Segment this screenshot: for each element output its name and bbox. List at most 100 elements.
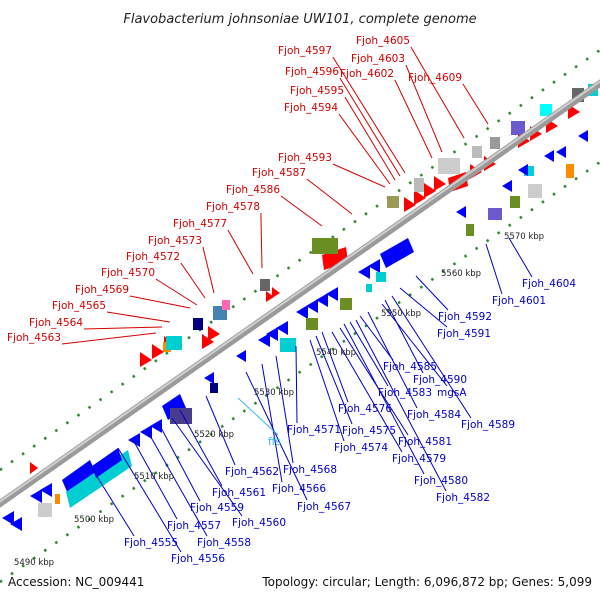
gene-box[interactable] <box>490 137 500 149</box>
gene-arrow[interactable] <box>208 326 220 341</box>
forward-gene-label[interactable]: Fjoh_4596 <box>285 66 339 78</box>
gene-arrow[interactable] <box>202 334 214 349</box>
reverse-gene-label[interactable]: mgsA <box>437 387 467 399</box>
gene-box[interactable] <box>528 184 542 198</box>
reverse-gene-label[interactable]: Fjoh_4575 <box>342 425 396 437</box>
gene-arrow[interactable] <box>296 305 308 319</box>
gene-box[interactable] <box>510 196 520 208</box>
forward-gene-label[interactable]: Fjoh_4609 <box>408 72 462 84</box>
gene-box[interactable] <box>340 298 352 310</box>
gene-arrow[interactable] <box>162 394 186 420</box>
gene-box[interactable] <box>511 121 525 135</box>
gene-arrow[interactable] <box>276 321 288 335</box>
reverse-gene-label[interactable]: Fjoh_4579 <box>392 453 446 465</box>
forward-gene-label[interactable]: Fjoh_4597 <box>278 45 332 57</box>
reverse-gene-label[interactable]: Fjoh_4585 <box>383 361 437 373</box>
forward-gene-label[interactable]: Fjoh_4586 <box>226 184 280 196</box>
reverse-gene-label[interactable]: Fjoh_4581 <box>398 436 452 448</box>
forward-gene-label[interactable]: Fjoh_4563 <box>7 332 61 344</box>
gene-arrow[interactable] <box>266 291 274 302</box>
reverse-gene-label[interactable]: Fjoh_4567 <box>297 501 351 513</box>
gene-arrow[interactable] <box>272 287 280 298</box>
gene-arrow[interactable] <box>518 164 528 176</box>
reverse-gene-label[interactable]: Fjoh_4566 <box>272 483 326 495</box>
gene-arrow[interactable] <box>434 176 446 191</box>
reverse-gene-label[interactable]: Fjoh_4558 <box>197 537 251 549</box>
forward-gene-label[interactable]: Fjoh_4587 <box>252 167 306 179</box>
reverse-gene-label[interactable]: Fjoh_4559 <box>190 502 244 514</box>
gene-box[interactable] <box>566 164 574 178</box>
forward-gene-label[interactable]: Fjoh_4569 <box>75 284 129 296</box>
gene-arrow[interactable] <box>578 130 588 142</box>
reverse-gene-label[interactable]: Fjoh_4574 <box>334 442 388 454</box>
gene-box[interactable] <box>524 166 534 176</box>
gene-arrow[interactable] <box>556 146 566 158</box>
gene-arrow[interactable] <box>456 206 466 218</box>
gene-box[interactable] <box>438 158 460 174</box>
gene-box[interactable] <box>312 238 338 254</box>
forward-gene-label[interactable]: Fjoh_4573 <box>148 235 202 247</box>
gene-arrow[interactable] <box>424 183 436 198</box>
reverse-gene-label[interactable]: Fjoh_4604 <box>522 278 576 290</box>
gene-box[interactable] <box>260 279 270 291</box>
gene-box[interactable] <box>387 196 399 208</box>
gene-arrow[interactable] <box>414 190 426 205</box>
reverse-gene-label[interactable]: Fjoh_4584 <box>407 409 461 421</box>
gene-arrow[interactable] <box>266 327 278 341</box>
reverse-gene-label[interactable]: Fjoh_4601 <box>492 295 546 307</box>
gene-arrow[interactable] <box>380 238 414 268</box>
gene-box[interactable] <box>55 494 60 504</box>
gene-arrow[interactable] <box>10 517 22 531</box>
gene-arrow[interactable] <box>140 352 152 367</box>
reverse-gene-label[interactable]: Fjoh_4568 <box>283 464 337 476</box>
reverse-gene-label[interactable]: Fjoh_4591 <box>437 328 491 340</box>
gene-box[interactable] <box>466 224 474 236</box>
forward-gene-label[interactable]: Fjoh_4577 <box>173 218 227 230</box>
gene-arrow[interactable] <box>404 197 416 212</box>
gene-arrow[interactable] <box>30 489 42 503</box>
gene-box[interactable] <box>488 208 502 220</box>
gene-arrow[interactable] <box>2 511 14 525</box>
gene-box[interactable] <box>280 338 296 352</box>
forward-gene-label[interactable]: Fjoh_4594 <box>284 102 338 114</box>
gene-arrow[interactable] <box>236 350 246 362</box>
gene-box[interactable] <box>210 383 218 393</box>
gene-box[interactable] <box>166 336 182 350</box>
gene-arrow[interactable] <box>152 344 164 359</box>
gene-arrow[interactable] <box>258 333 270 347</box>
gene-arrow[interactable] <box>322 247 348 270</box>
forward-gene-label[interactable]: Fjoh_4595 <box>290 85 344 97</box>
gene-arrow[interactable] <box>128 433 140 447</box>
gene-arrow[interactable] <box>30 462 38 474</box>
reverse-gene-label[interactable]: Fjoh_4592 <box>438 311 492 323</box>
reverse-gene-label[interactable]: Fjoh_4571 <box>287 424 341 436</box>
forward-gene-label[interactable]: Fjoh_4570 <box>101 267 155 279</box>
reverse-gene-label[interactable]: Fjoh_4562 <box>225 466 279 478</box>
forward-gene-label[interactable]: Fjoh_4605 <box>356 35 410 47</box>
gene-arrow[interactable] <box>40 483 52 497</box>
reverse-gene-label[interactable]: Fjoh_4580 <box>414 475 468 487</box>
gene-arrow[interactable] <box>92 448 122 478</box>
gene-arrow[interactable] <box>316 293 328 307</box>
gene-arrow[interactable] <box>368 259 380 273</box>
gene-box[interactable] <box>376 272 386 282</box>
reverse-gene-label[interactable]: Fjoh_4556 <box>171 553 225 565</box>
gene-box[interactable] <box>366 284 372 292</box>
gene-arrow[interactable] <box>306 299 318 313</box>
reverse-gene-label[interactable]: Fjoh_4555 <box>124 537 178 549</box>
gene-box[interactable] <box>472 146 482 158</box>
forward-gene-label[interactable]: Fjoh_4564 <box>29 317 83 329</box>
gene-box[interactable] <box>38 503 52 517</box>
gene-arrow[interactable] <box>502 180 512 192</box>
gene-arrow[interactable] <box>358 265 370 279</box>
gene-box[interactable] <box>170 408 192 424</box>
gene-box[interactable] <box>540 104 552 116</box>
reverse-gene-label[interactable]: Fjoh_4589 <box>461 419 515 431</box>
gene-arrow[interactable] <box>204 372 214 384</box>
reverse-gene-label[interactable]: Fjoh_4583 <box>378 387 432 399</box>
gene-arrow[interactable] <box>544 150 554 162</box>
forward-gene-label[interactable]: Fjoh_4572 <box>126 251 180 263</box>
gene-box[interactable] <box>193 318 203 330</box>
gene-arrow[interactable] <box>150 419 162 433</box>
reverse-gene-label[interactable]: Fjoh_4590 <box>413 374 467 386</box>
